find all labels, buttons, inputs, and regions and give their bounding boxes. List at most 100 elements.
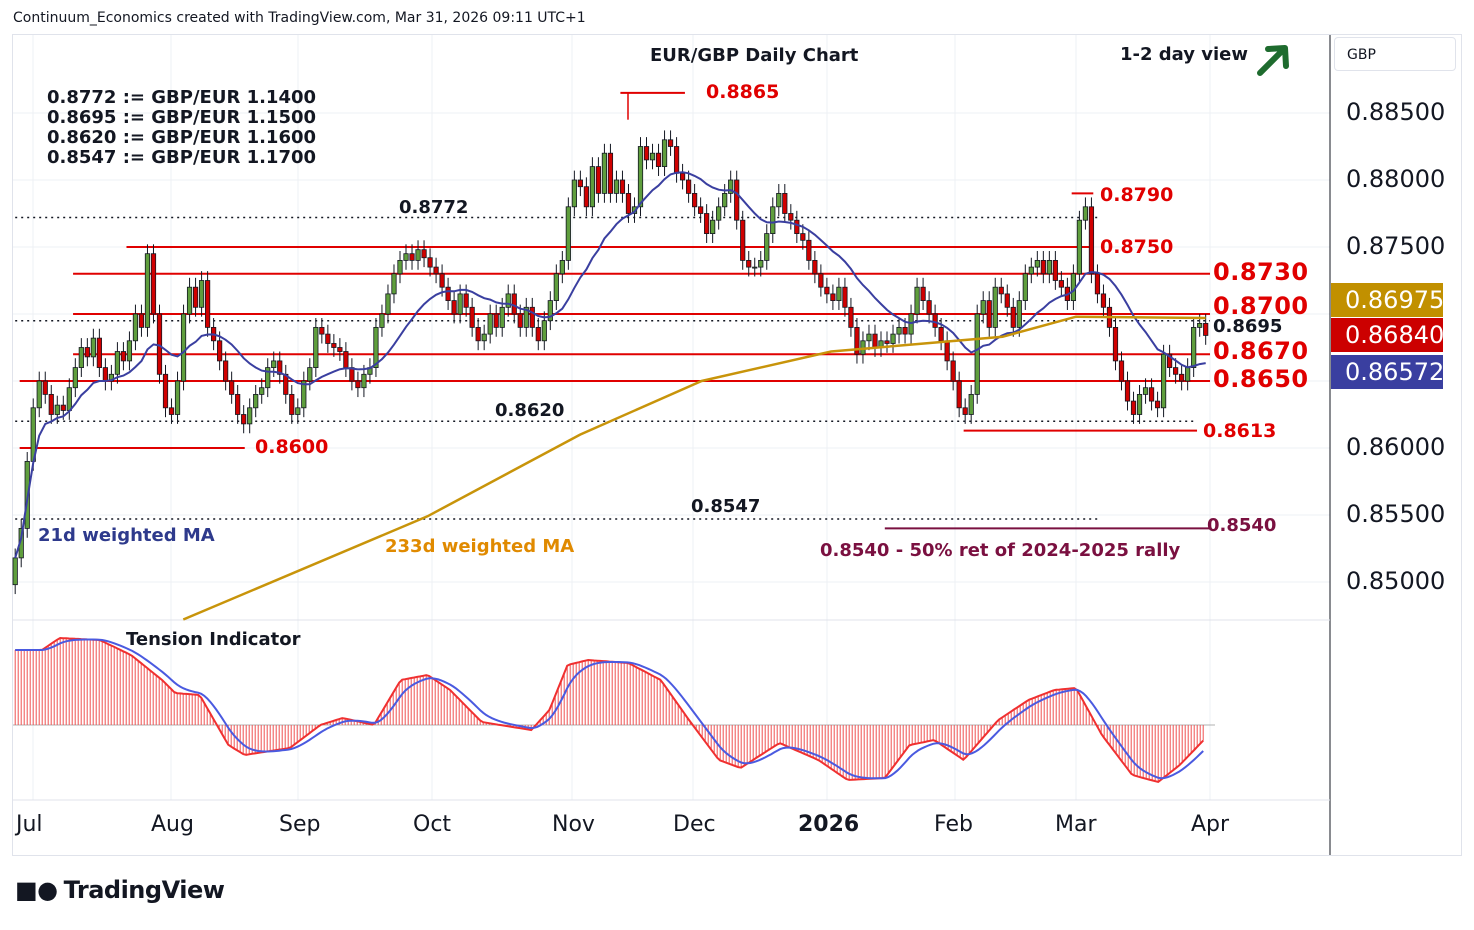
candle bbox=[848, 306, 854, 328]
level-label-8620: 0.8620 bbox=[495, 400, 565, 421]
candle bbox=[1040, 259, 1046, 275]
candle bbox=[66, 387, 72, 411]
candle bbox=[872, 333, 878, 348]
candle bbox=[409, 253, 415, 261]
level-label-8613: 0.8613 bbox=[1203, 420, 1277, 442]
conversion-4: 0.8547 := GBP/EUR 1.1700 bbox=[47, 147, 317, 168]
candle bbox=[812, 259, 818, 275]
candle bbox=[583, 186, 589, 208]
candle bbox=[319, 326, 325, 335]
candle bbox=[577, 179, 583, 188]
chart-frame bbox=[12, 34, 1462, 856]
candle bbox=[192, 286, 199, 308]
candle bbox=[962, 407, 968, 415]
candle bbox=[156, 313, 163, 375]
candle bbox=[1112, 326, 1119, 362]
candle bbox=[295, 407, 301, 415]
candle bbox=[595, 166, 602, 194]
candle bbox=[48, 393, 54, 415]
candle bbox=[547, 300, 553, 322]
candle bbox=[451, 300, 457, 315]
candle bbox=[307, 367, 313, 382]
candle bbox=[980, 300, 986, 315]
level-label-8700: 0.8700 bbox=[1213, 292, 1309, 320]
candle bbox=[529, 306, 535, 328]
x-tick: 2026 bbox=[798, 812, 860, 837]
y-tick: 0.85500 bbox=[1346, 500, 1446, 528]
level-label-8730: 0.8730 bbox=[1213, 258, 1309, 286]
candle bbox=[84, 347, 90, 358]
candle bbox=[1160, 353, 1167, 409]
x-tick: Aug bbox=[151, 812, 194, 837]
candle bbox=[565, 206, 571, 261]
candle bbox=[343, 351, 349, 368]
candle bbox=[1191, 326, 1197, 368]
candle bbox=[1088, 206, 1095, 275]
candle bbox=[90, 337, 96, 358]
candle bbox=[1100, 293, 1107, 308]
candle bbox=[637, 146, 644, 208]
candle bbox=[589, 166, 595, 208]
candle bbox=[1167, 353, 1173, 369]
candle bbox=[138, 313, 145, 328]
candle bbox=[235, 393, 241, 415]
level-label-8772: 0.8772 bbox=[399, 197, 469, 218]
candle bbox=[1028, 266, 1034, 275]
x-tick: Sep bbox=[279, 812, 321, 837]
level-label-8670: 0.8670 bbox=[1213, 337, 1309, 365]
candle bbox=[1197, 322, 1203, 328]
candle bbox=[373, 326, 379, 368]
conversion-list: 0.8772 := GBP/EUR 1.1400 0.8695 := GBP/E… bbox=[47, 88, 316, 168]
candle bbox=[271, 360, 277, 368]
candle bbox=[926, 300, 932, 315]
conversion-1: 0.8772 := GBP/EUR 1.1400 bbox=[47, 87, 317, 108]
candle bbox=[679, 172, 686, 181]
candle bbox=[734, 179, 740, 221]
candle bbox=[673, 146, 680, 174]
candle bbox=[36, 380, 42, 409]
candle bbox=[938, 326, 944, 342]
candle bbox=[746, 259, 752, 268]
x-tick: Jul bbox=[16, 812, 43, 837]
candle bbox=[162, 373, 169, 409]
candle bbox=[1034, 259, 1040, 268]
candle bbox=[758, 259, 764, 268]
candle bbox=[1118, 360, 1125, 382]
candle bbox=[601, 152, 608, 194]
candle bbox=[607, 152, 614, 194]
currency-button[interactable]: GBP bbox=[1334, 37, 1456, 71]
candle bbox=[625, 192, 632, 214]
candle bbox=[661, 139, 668, 168]
candle bbox=[277, 360, 283, 375]
candle bbox=[1136, 393, 1143, 415]
candle bbox=[613, 179, 620, 194]
candle bbox=[998, 286, 1004, 295]
candle bbox=[830, 293, 836, 301]
candle bbox=[776, 192, 782, 208]
candle bbox=[1148, 387, 1155, 402]
x-tick: Feb bbox=[934, 812, 973, 837]
view-label: 1-2 day view bbox=[1120, 44, 1249, 65]
candle bbox=[505, 293, 511, 308]
y-tick: 0.85000 bbox=[1346, 567, 1446, 595]
candle bbox=[12, 557, 18, 586]
candle bbox=[974, 313, 980, 395]
candle bbox=[313, 326, 319, 368]
candle bbox=[842, 286, 848, 308]
candle bbox=[1052, 259, 1058, 281]
candle bbox=[571, 179, 577, 208]
candle bbox=[457, 293, 463, 315]
candle bbox=[325, 333, 331, 344]
candle bbox=[692, 192, 698, 208]
y-tick: 0.86000 bbox=[1346, 433, 1446, 461]
candle bbox=[511, 293, 517, 315]
candle bbox=[475, 326, 481, 342]
candle bbox=[752, 266, 758, 269]
candle bbox=[229, 380, 235, 395]
candle bbox=[667, 139, 674, 147]
candle bbox=[728, 179, 734, 194]
candle bbox=[559, 259, 565, 275]
tradingview-logo[interactable]: ■● TradingView bbox=[15, 876, 225, 904]
candle bbox=[1058, 280, 1064, 288]
